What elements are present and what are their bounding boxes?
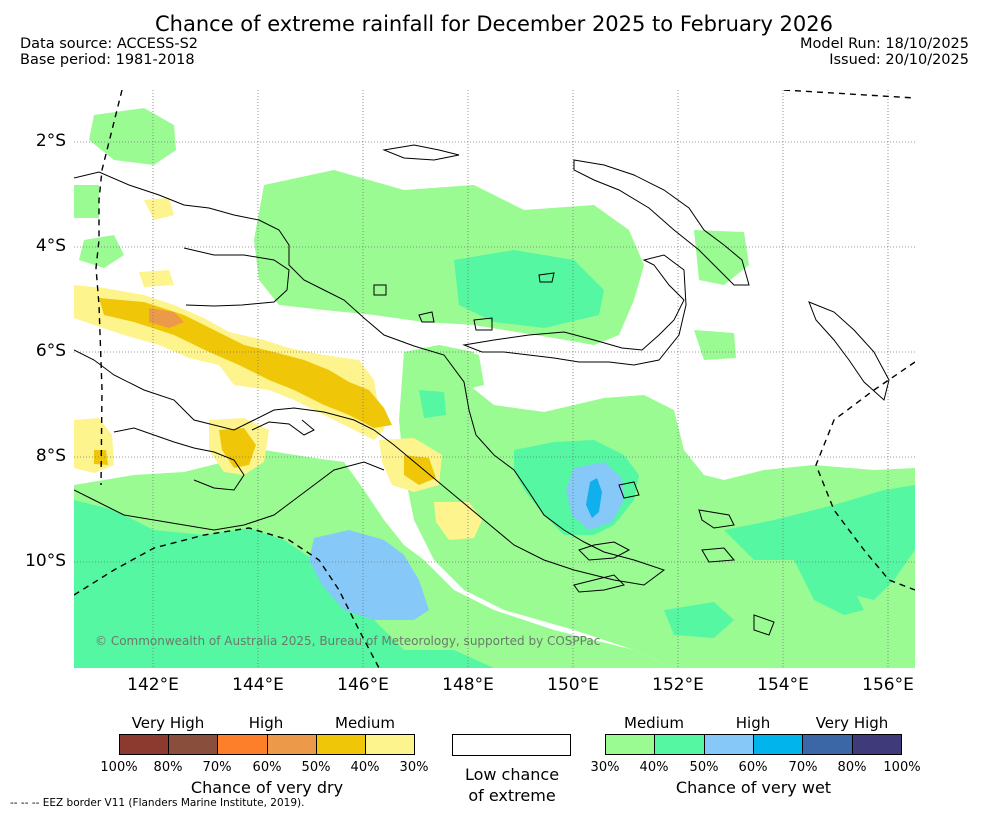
wet-tick: 40%	[639, 760, 669, 775]
dry-tick: 60%	[252, 760, 282, 775]
wet-caption: Chance of very wet	[675, 778, 832, 797]
lon-label-150e: 150°E	[547, 675, 599, 695]
low-chance-label: Low chance of extreme	[430, 764, 594, 806]
dry-swatch-40-30	[365, 735, 415, 754]
dry-tick: 100%	[100, 760, 138, 775]
low-chance-swatch	[452, 734, 571, 756]
low-chance-line1: Low chance	[464, 765, 560, 784]
low-chance-line2: of extreme	[468, 786, 556, 805]
eez-border-note: -- -- -- EEZ border V11 (Flanders Marine…	[10, 797, 305, 809]
wet-colorbar	[605, 734, 902, 755]
wet-swatch-30-40	[606, 735, 656, 754]
dry-tick: 30%	[399, 760, 429, 775]
wet-swatch-50-60	[704, 735, 754, 754]
wet-group-medium: Medium	[624, 714, 684, 732]
wet-tick: 80%	[837, 760, 867, 775]
meta-left: Data source: ACCESS-S2 Base period: 1981…	[20, 36, 198, 68]
dry-swatch-50-40	[316, 735, 366, 754]
wet-tick: 70%	[788, 760, 818, 775]
lon-label-152e: 152°E	[652, 675, 704, 695]
dry-group-high: High	[248, 714, 284, 732]
dry-tick: 70%	[202, 760, 232, 775]
dry-tick: 80%	[153, 760, 183, 775]
lon-label-142e: 142°E	[127, 675, 179, 695]
model-run: Model Run: 18/10/2025	[799, 36, 969, 52]
chart-title: Chance of extreme rainfall for December …	[155, 12, 833, 36]
lon-label-156e: 156°E	[862, 675, 914, 695]
lat-label-6s: 6°S	[35, 341, 66, 361]
wet-swatch-60-70	[753, 735, 804, 754]
wet-high-60-regions	[586, 478, 602, 518]
lat-label-2s: 2°S	[35, 131, 66, 151]
map-canvas	[74, 90, 915, 668]
dry-tick: 50%	[301, 760, 331, 775]
rainfall-map[interactable]	[74, 90, 915, 668]
dry-swatch-60-50	[267, 735, 317, 754]
wet-group-very-high: Very High	[815, 714, 889, 732]
wet-tick: 50%	[689, 760, 719, 775]
wet-group-high: High	[735, 714, 771, 732]
eez-borders	[74, 90, 915, 668]
copyright-notice: © Commonwealth of Australia 2025, Bureau…	[95, 634, 601, 648]
issued-date: Issued: 20/10/2025	[829, 52, 969, 68]
dry-group-medium: Medium	[335, 714, 395, 732]
wet-tick: 30%	[590, 760, 620, 775]
dry-swatch-70-60	[218, 735, 268, 754]
wet-swatch-80-100	[852, 735, 901, 754]
coastlines	[74, 144, 890, 636]
lon-label-148e: 148°E	[442, 675, 494, 695]
lat-label-8s: 8°S	[35, 446, 66, 466]
lat-label-4s: 4°S	[35, 236, 66, 256]
wet-high-50-regions	[309, 462, 624, 620]
dry-caption: Chance of very dry	[190, 778, 344, 797]
meta-right: Model Run: 18/10/2025 Issued: 20/10/2025	[800, 36, 969, 68]
lat-label-10s: 10°S	[25, 551, 66, 571]
wet-tick: 100%	[883, 760, 921, 775]
dry-colorbar	[119, 734, 415, 755]
dry-swatch-100-80	[120, 735, 170, 754]
lon-label-144e: 144°E	[232, 675, 284, 695]
base-period: Base period: 1981-2018	[20, 52, 195, 68]
dry-high-60-regions	[149, 308, 184, 328]
lon-label-154e: 154°E	[757, 675, 809, 695]
dry-swatch-80-70	[169, 735, 219, 754]
lon-label-146e: 146°E	[337, 675, 389, 695]
wet-tick: 60%	[738, 760, 768, 775]
data-source: Data source: ACCESS-S2	[20, 36, 199, 52]
dry-tick: 40%	[350, 760, 380, 775]
wet-swatch-40-50	[655, 735, 705, 754]
dry-group-very-high: Very High	[131, 714, 205, 732]
wet-swatch-70-80	[803, 735, 853, 754]
